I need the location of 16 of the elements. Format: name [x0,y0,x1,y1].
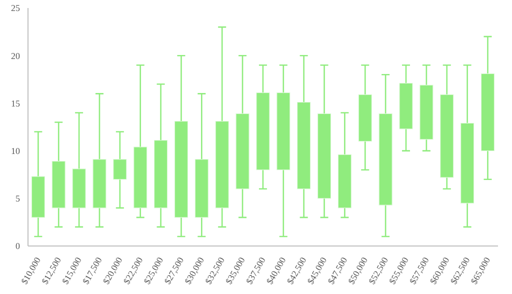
y-tick-label: 0 [16,241,20,252]
candlestick [174,54,188,238]
y-tick-label: 20 [11,50,20,61]
candlestick [460,64,474,228]
y-tick-label: 10 [11,146,20,156]
y-tick-label: 5 [16,194,20,204]
candlestick [134,64,148,218]
candlestick [317,64,332,218]
candlestick [297,54,311,218]
candlestick [480,36,495,180]
candlestick [31,131,45,238]
candlestick [194,93,208,238]
candlestick [154,84,168,228]
y-tick-label: 25 [11,3,20,14]
y-tick-label: 15 [11,98,20,108]
candlestick [338,112,352,218]
